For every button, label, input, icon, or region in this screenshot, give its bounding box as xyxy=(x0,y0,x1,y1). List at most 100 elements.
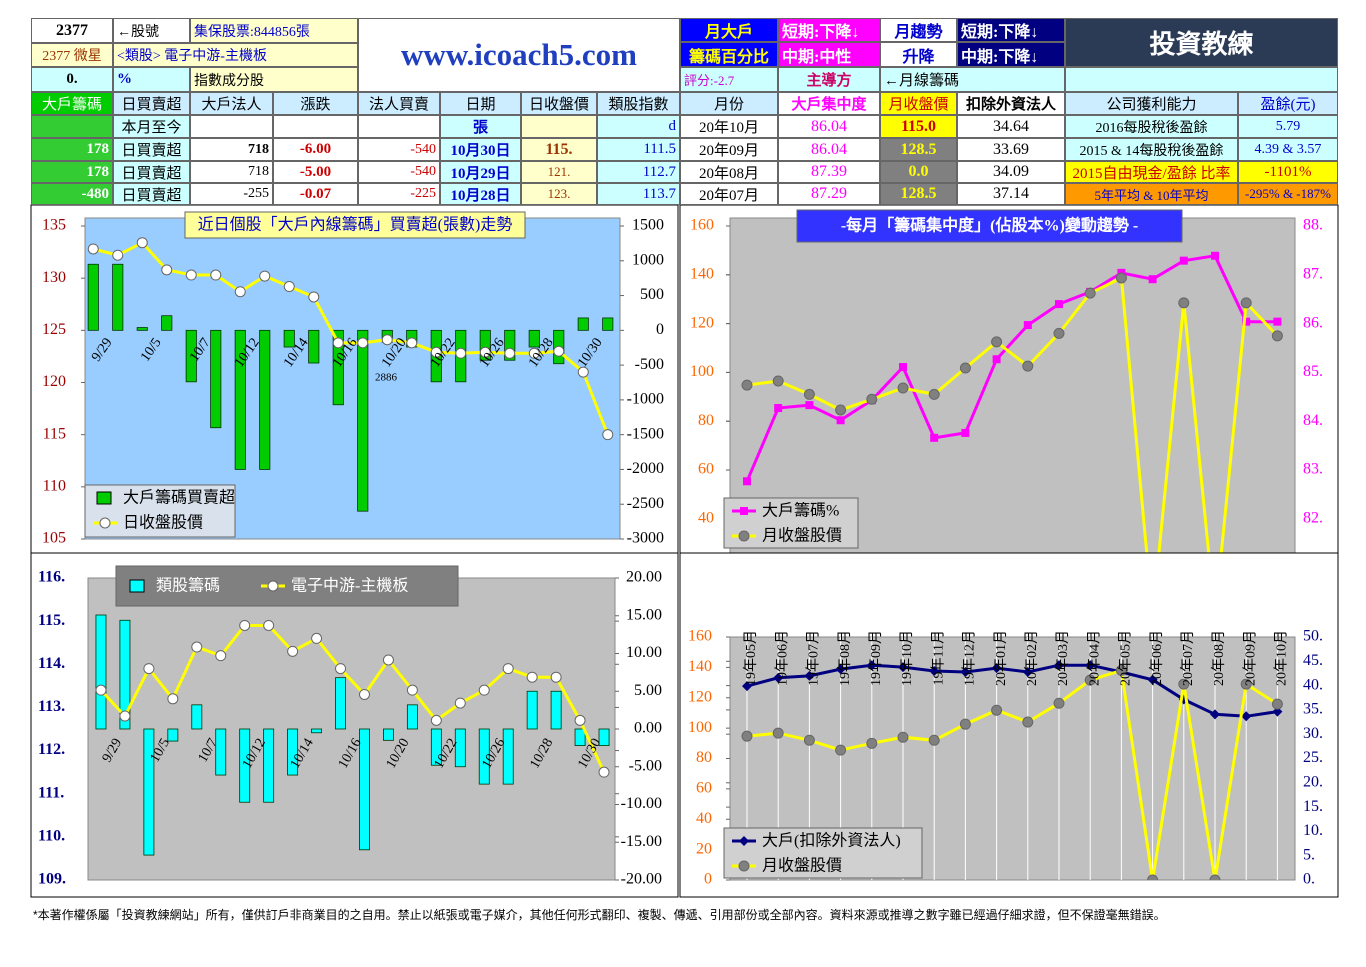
bar xyxy=(383,728,394,741)
table-cell: 86.04 xyxy=(778,115,880,138)
code-label: ←股號 xyxy=(113,18,190,43)
bar xyxy=(234,329,246,470)
big-holder-1: 月大戶 xyxy=(680,18,778,42)
tick-label: 45. xyxy=(1303,652,1323,669)
x-tick-label: 20年06月 xyxy=(1149,630,1165,686)
table-cell: 123. xyxy=(521,183,597,205)
pct-value: 0. xyxy=(31,67,113,92)
marker xyxy=(1148,275,1157,284)
marker xyxy=(1271,330,1283,342)
bar xyxy=(528,329,540,348)
marker xyxy=(1209,874,1221,880)
tick-label: 160 xyxy=(690,217,714,234)
table-cell xyxy=(190,115,273,138)
custody: 集保股票:844856張 xyxy=(190,18,358,43)
table-cell: 本月至今 xyxy=(113,115,190,138)
bar xyxy=(602,317,614,331)
table-cell: 178 xyxy=(31,138,113,161)
table-cell: 10月29日 xyxy=(440,161,521,183)
legend-box xyxy=(723,827,923,879)
annotation: 2886 xyxy=(375,372,398,384)
lead: 主導方 xyxy=(778,67,880,92)
table-cell: 日買賣超 xyxy=(113,138,190,161)
bar xyxy=(287,728,299,776)
table-cell: 0.0 xyxy=(880,161,957,183)
bar xyxy=(577,317,589,331)
marker xyxy=(739,836,749,846)
marker xyxy=(136,237,148,249)
marker xyxy=(991,336,1003,348)
table-cell: 2015自由現金/盈餘 比率 xyxy=(1065,161,1238,183)
tick-label: -1000 xyxy=(627,391,664,408)
tick-label: 40. xyxy=(1303,676,1323,693)
tick-label: 25. xyxy=(1303,749,1323,766)
tick-label: 60 xyxy=(696,780,712,797)
marker xyxy=(504,347,516,359)
table-cell: 日買賣超 xyxy=(113,183,190,205)
marker xyxy=(930,433,939,442)
marker xyxy=(743,477,751,486)
bar xyxy=(143,728,155,856)
tick-label: 60 xyxy=(698,461,714,478)
tick-label: -1500 xyxy=(627,425,664,442)
tick-label: 115 xyxy=(43,425,66,442)
column-header: 大戶籌碼 xyxy=(31,92,113,115)
table-cell xyxy=(273,115,358,138)
bar xyxy=(479,329,491,361)
table-cell: -1101% xyxy=(1238,161,1338,183)
marker xyxy=(991,663,1002,674)
marker xyxy=(574,714,586,726)
legend-swatch xyxy=(129,579,145,593)
tick-label: 86. xyxy=(1303,314,1323,331)
x-tick-label: 19年05月 xyxy=(743,630,759,686)
bar xyxy=(406,704,418,730)
line xyxy=(745,254,1278,482)
marker xyxy=(1211,251,1219,260)
legend-label: 大戶(扣除外資法人) xyxy=(762,832,901,850)
marker xyxy=(836,416,845,425)
x-tick-label: 20年04月 xyxy=(1086,630,1102,686)
tick-label: 140 xyxy=(690,265,714,282)
marker xyxy=(311,632,323,644)
marker xyxy=(95,684,107,696)
title-box xyxy=(796,209,1183,243)
marker xyxy=(835,404,847,416)
tick-label: 160 xyxy=(688,628,712,645)
tick-label: 100 xyxy=(688,719,712,736)
bar xyxy=(191,704,203,730)
bar xyxy=(504,329,516,361)
table-cell: 128.5 xyxy=(880,138,957,161)
column-header: 盈餘(元) xyxy=(1238,92,1338,115)
x-tick-label: 19年08月 xyxy=(837,630,853,686)
x-tick-label: 20年09月 xyxy=(1242,630,1258,686)
tick-label: 82. xyxy=(1303,510,1323,527)
table-cell: 5.79 xyxy=(1238,115,1338,138)
marker xyxy=(479,346,491,358)
table-cell: 日買賣超 xyxy=(113,161,190,183)
x-tick-label: 19年09月 xyxy=(868,630,884,686)
marker xyxy=(866,393,878,405)
column-header: 扣除外資法人 xyxy=(957,92,1065,115)
marker xyxy=(602,429,614,441)
marker xyxy=(287,645,299,657)
table-cell: 10月30日 xyxy=(440,138,521,161)
marker xyxy=(430,346,442,358)
table-cell: -295% & -187% xyxy=(1238,183,1338,205)
line xyxy=(746,275,1279,553)
legend-label: 大戶籌碼買賣超 xyxy=(123,489,235,507)
tick-label: 0 xyxy=(704,871,712,888)
bar xyxy=(136,327,148,331)
bar xyxy=(502,728,514,785)
marker xyxy=(1022,716,1034,728)
column-header: 類股指數 xyxy=(597,92,680,115)
tick-label: 88. xyxy=(1303,217,1323,234)
tick-label: 110 xyxy=(43,478,66,495)
tick-label: 5.00 xyxy=(634,682,662,699)
marker xyxy=(1271,698,1283,710)
trend-2: 升降 xyxy=(880,42,957,67)
x-tick-label: 20年01月 xyxy=(993,630,1009,686)
tick-label: 30. xyxy=(1303,725,1323,742)
tick-label: 116. xyxy=(38,569,65,586)
table-cell: -6.00 xyxy=(273,138,358,161)
